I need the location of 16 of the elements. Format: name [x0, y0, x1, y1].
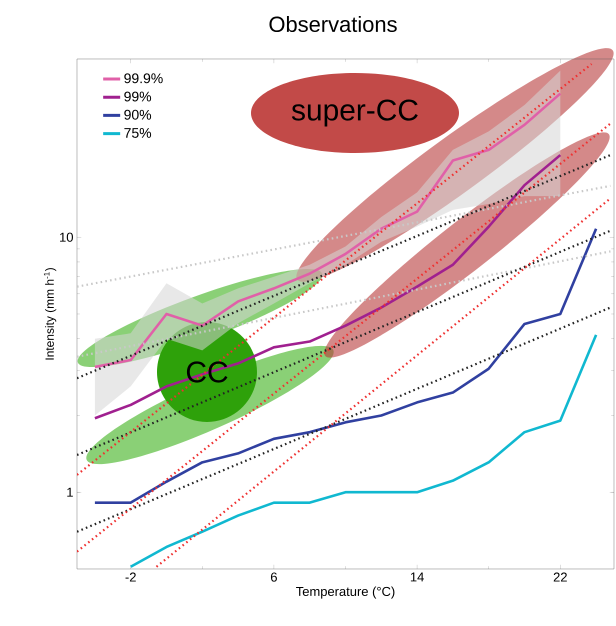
y-tick-label: 10: [60, 232, 73, 242]
x-tick-label: 6: [270, 572, 277, 582]
chart-title: Observations: [269, 16, 397, 32]
legend-label: 99%: [124, 92, 152, 102]
y-axis-title: Intensity (mm h$^{-1}$): [44, 268, 56, 360]
x-tick-label: -2: [126, 572, 136, 582]
x-tick-label: 22: [554, 572, 567, 582]
legend-label: 90%: [124, 110, 152, 120]
line-series: [94, 227, 598, 504]
line-series: [94, 154, 562, 420]
x-axis-title: Temperature (°C): [296, 586, 394, 599]
x-tick-label: 14: [410, 572, 424, 582]
y-tick-label: 1: [67, 488, 73, 497]
annotation: super-CC: [292, 99, 418, 127]
legend-label: 75%: [124, 128, 152, 138]
legend-label: 99.9%: [124, 73, 163, 84]
